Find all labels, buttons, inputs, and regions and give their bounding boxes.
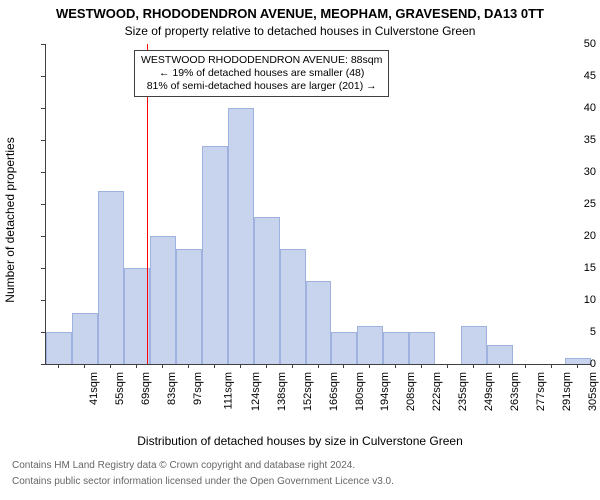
- y-tick-mark: [41, 204, 45, 205]
- x-tick-mark: [551, 364, 552, 368]
- annotation-line: WESTWOOD RHODODENDRON AVENUE: 88sqm: [141, 54, 382, 67]
- x-tick-mark: [188, 364, 189, 368]
- y-tick-mark: [41, 300, 45, 301]
- y-tick-label: 30: [557, 166, 600, 178]
- histogram-bar: [409, 332, 435, 364]
- y-tick-label: 45: [557, 70, 600, 82]
- x-tick-label: 194sqm: [380, 372, 392, 411]
- y-tick-label: 50: [557, 38, 600, 50]
- y-tick-mark: [41, 268, 45, 269]
- x-tick-label: 152sqm: [302, 372, 314, 411]
- histogram-bar: [124, 268, 150, 364]
- x-tick-label: 305sqm: [587, 372, 599, 411]
- histogram-bar: [72, 313, 98, 364]
- histogram-bar: [46, 332, 72, 364]
- x-tick-mark: [525, 364, 526, 368]
- x-tick-mark: [318, 364, 319, 368]
- x-tick-label: 277sqm: [535, 372, 547, 411]
- y-tick-mark: [41, 236, 45, 237]
- y-tick-mark: [41, 332, 45, 333]
- histogram-bar: [357, 326, 383, 364]
- x-tick-mark: [447, 364, 448, 368]
- x-tick-mark: [58, 364, 59, 368]
- y-tick-mark: [41, 44, 45, 45]
- y-tick-label: 10: [557, 294, 600, 306]
- x-tick-mark: [369, 364, 370, 368]
- histogram-bar: [331, 332, 357, 364]
- histogram-bar: [176, 249, 202, 364]
- x-tick-label: 222sqm: [431, 372, 443, 411]
- y-tick-label: 20: [557, 230, 600, 242]
- y-tick-mark: [41, 76, 45, 77]
- histogram-bar: [202, 146, 228, 364]
- x-tick-label: 138sqm: [276, 372, 288, 411]
- y-tick-label: 40: [557, 102, 600, 114]
- x-tick-mark: [136, 364, 137, 368]
- attribution-line1: Contains HM Land Registry data © Crown c…: [12, 460, 355, 471]
- x-tick-mark: [473, 364, 474, 368]
- x-tick-label: 83sqm: [166, 372, 178, 405]
- x-tick-mark: [577, 364, 578, 368]
- chart-title-line2: Size of property relative to detached ho…: [0, 24, 600, 38]
- x-tick-mark: [240, 364, 241, 368]
- histogram-bar: [306, 281, 332, 364]
- x-tick-label: 41sqm: [88, 372, 100, 405]
- x-tick-label: 249sqm: [483, 372, 495, 411]
- attribution-line2: Contains public sector information licen…: [12, 476, 394, 487]
- x-tick-label: 180sqm: [354, 372, 366, 411]
- y-axis-label: Number of detached properties: [3, 137, 17, 302]
- y-tick-label: 25: [557, 198, 600, 210]
- histogram-bar: [228, 108, 254, 364]
- x-tick-mark: [266, 364, 267, 368]
- y-tick-mark: [41, 140, 45, 141]
- x-tick-label: 166sqm: [328, 372, 340, 411]
- histogram-bar: [461, 326, 487, 364]
- x-tick-label: 208sqm: [406, 372, 418, 411]
- annotation-box: WESTWOOD RHODODENDRON AVENUE: 88sqm ← 19…: [134, 50, 389, 97]
- y-tick-label: 5: [557, 326, 600, 338]
- histogram-bar: [98, 191, 124, 364]
- histogram-bar: [254, 217, 280, 364]
- x-tick-mark: [84, 364, 85, 368]
- x-tick-mark: [110, 364, 111, 368]
- histogram-bar: [383, 332, 409, 364]
- y-tick-mark: [41, 108, 45, 109]
- y-tick-mark: [41, 364, 45, 365]
- x-tick-mark: [421, 364, 422, 368]
- annotation-line: ← 19% of detached houses are smaller (48…: [141, 67, 382, 80]
- x-tick-label: 97sqm: [192, 372, 204, 405]
- histogram-bar: [150, 236, 176, 364]
- x-tick-label: 235sqm: [457, 372, 469, 411]
- x-tick-label: 263sqm: [509, 372, 521, 411]
- x-tick-label: 55sqm: [114, 372, 126, 405]
- histogram-bar: [280, 249, 306, 364]
- x-tick-mark: [162, 364, 163, 368]
- x-tick-mark: [214, 364, 215, 368]
- x-tick-mark: [292, 364, 293, 368]
- x-tick-label: 111sqm: [222, 372, 234, 410]
- chart-title-line1: WESTWOOD, RHODODENDRON AVENUE, MEOPHAM, …: [0, 6, 600, 21]
- x-tick-mark: [395, 364, 396, 368]
- x-axis-label: Distribution of detached houses by size …: [0, 434, 600, 448]
- y-tick-label: 0: [557, 358, 600, 370]
- histogram-bar: [487, 345, 513, 364]
- y-tick-label: 35: [557, 134, 600, 146]
- x-tick-label: 124sqm: [250, 372, 262, 411]
- y-tick-mark: [41, 172, 45, 173]
- y-tick-label: 15: [557, 262, 600, 274]
- annotation-line: 81% of semi-detached houses are larger (…: [141, 80, 382, 93]
- x-tick-label: 291sqm: [561, 372, 573, 411]
- x-tick-label: 69sqm: [140, 372, 152, 405]
- x-tick-mark: [343, 364, 344, 368]
- x-tick-mark: [499, 364, 500, 368]
